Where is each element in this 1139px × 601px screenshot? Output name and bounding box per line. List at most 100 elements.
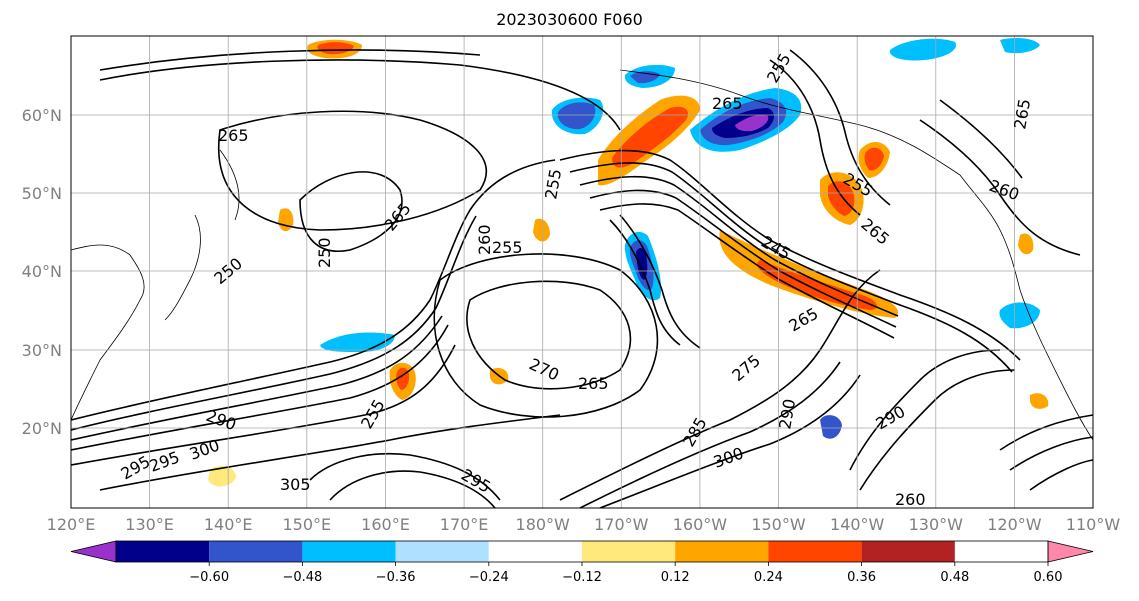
lat-label: 20°N <box>22 419 62 438</box>
contour-label: 260 <box>895 490 926 509</box>
contour-line <box>569 162 1013 373</box>
colorbar-tick-label: 0.36 <box>847 570 876 585</box>
colorbar-bin <box>302 541 396 562</box>
lon-label: 140°W <box>830 515 885 534</box>
contour-line <box>466 280 632 390</box>
contour-label: 260 <box>475 224 494 255</box>
shade-negative-bering-core <box>557 102 596 130</box>
contour-line <box>1009 436 1093 471</box>
colorbar-tick-label: −0.48 <box>282 570 322 585</box>
lon-label: 120°E <box>47 515 96 534</box>
lon-label: 150°E <box>282 515 331 534</box>
lat-label: 30°N <box>22 341 62 360</box>
shade-negative-top-right <box>889 38 956 61</box>
lon-label: 180°W <box>516 515 571 534</box>
contour-label: 250 <box>315 237 334 268</box>
shade-negative-max-alaska <box>735 114 769 132</box>
shade-negative-trough-max <box>636 248 648 280</box>
plot-frame <box>70 35 1094 509</box>
coastline-layer <box>71 69 1093 441</box>
lon-label: 110°W <box>1066 515 1121 534</box>
coastline-alaska <box>619 69 961 176</box>
colorbar-tick-label: 0.60 <box>1034 570 1063 585</box>
contour-line <box>329 470 496 508</box>
contour-line <box>599 203 895 339</box>
shade-positive-bering-core <box>612 106 689 168</box>
contour-line <box>579 361 841 508</box>
contour-line <box>559 269 881 501</box>
shade-positive-top-core <box>317 42 354 55</box>
contour-line <box>599 374 861 508</box>
contour-line <box>217 110 487 231</box>
colorbar-extend-low <box>70 540 117 563</box>
lon-label: 160°E <box>361 515 410 534</box>
contour-line <box>859 369 1016 491</box>
contour-line <box>769 59 861 216</box>
shade-positive-band-core <box>757 260 877 310</box>
contour-line <box>433 253 659 418</box>
colorbar-bin <box>116 541 210 562</box>
shade-positive-gulf-core <box>864 147 884 171</box>
contour-line <box>789 49 891 206</box>
contour-line <box>849 349 1001 471</box>
coastline-asia <box>71 244 145 421</box>
contour-line <box>71 315 443 441</box>
graticule <box>70 36 1093 508</box>
colorbar-bin <box>861 541 955 562</box>
shade-positive-sw <box>278 208 294 232</box>
shade-negative-subtrop <box>320 332 395 352</box>
lon-label: 120°W <box>987 515 1042 534</box>
colorbar-bin <box>768 541 862 562</box>
lat-label: 60°N <box>22 106 62 125</box>
contour-layer <box>71 49 1093 508</box>
contour-line <box>99 49 481 71</box>
lon-label: 150°W <box>751 515 806 534</box>
contour-label: 265 <box>578 374 609 393</box>
shade-positive-se6 <box>208 465 236 487</box>
colorbar-bin <box>582 541 676 562</box>
colorbar-tick-label: 0.12 <box>661 570 690 585</box>
colorbar-bin <box>675 541 769 562</box>
colorbar-bin <box>488 541 582 562</box>
longitude-axis: 120°E 130°E 140°E 150°E 160°E 170°E 180°… <box>47 515 1121 534</box>
coastline-japan <box>164 214 201 321</box>
colorbar-tick-label: −0.12 <box>562 570 602 585</box>
shade-positive-se7 <box>1030 393 1049 409</box>
contour-line <box>609 219 681 346</box>
colorbar-tick-label: −0.60 <box>189 570 229 585</box>
contour-line <box>71 344 456 466</box>
shade-positive-se3 <box>533 218 550 242</box>
shade-negative-se2 <box>999 302 1040 329</box>
contour-line <box>559 149 1021 361</box>
contour-line <box>99 59 621 131</box>
shade-positive-canada-core <box>828 181 855 216</box>
latitude-axis: 60°N 50°N 40°N 30°N 20°N <box>22 106 62 438</box>
lon-label: 130°W <box>909 515 964 534</box>
lon-label: 160°W <box>673 515 728 534</box>
colorbar-tick-label: −0.36 <box>376 570 416 585</box>
colorbar: −0.60 −0.48 −0.36 −0.24 −0.12 0.12 0.24 0.36 0.4… <box>70 540 1094 585</box>
lat-label: 50°N <box>22 184 62 203</box>
colorbar-tick-label: −0.24 <box>469 570 509 585</box>
colorbar-tick-label: 0.48 <box>940 570 969 585</box>
lon-label: 140°E <box>204 515 253 534</box>
contour-line <box>999 414 1093 451</box>
contour-label: 265 <box>712 94 743 113</box>
colorbar-bin <box>209 541 303 562</box>
coastline-kamchatka <box>219 149 240 221</box>
contour-line <box>99 414 561 491</box>
shade-negative-se1 <box>820 415 842 439</box>
contour-line <box>919 119 1081 256</box>
shade-positive-se4 <box>1018 233 1034 255</box>
contour-line <box>589 189 897 328</box>
contour-label-layer: 265 255 265 260 255 255 265 245 250 265 … <box>118 50 1035 509</box>
colorbar-tick-label: 0.24 <box>754 570 783 585</box>
map-title: 2023030600 F060 <box>496 10 643 29</box>
contour-label: 255 <box>492 238 523 257</box>
coastline-mexico <box>1019 289 1093 441</box>
colorbar-extend-high <box>1047 540 1094 563</box>
contour-line <box>309 452 501 501</box>
contour-line <box>1029 459 1093 491</box>
contour-line <box>579 175 899 317</box>
